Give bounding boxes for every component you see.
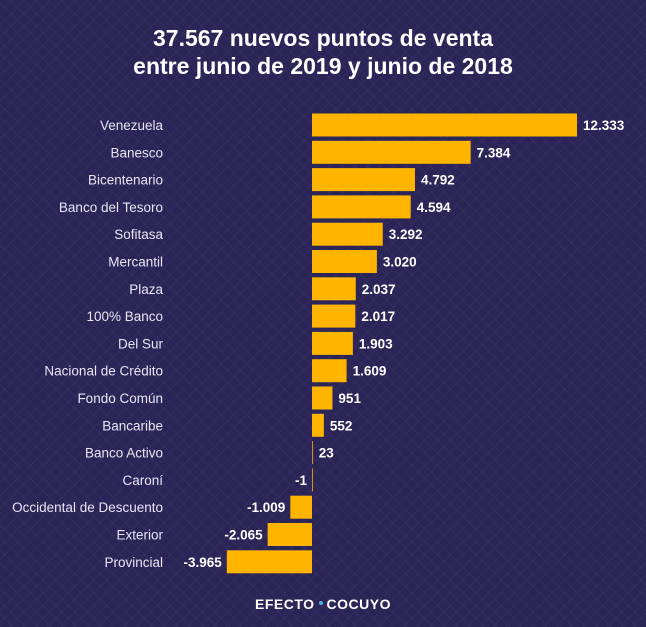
chart-title-line-1: 37.567 nuevos puntos de venta	[152, 25, 493, 51]
value-label: 7.384	[477, 145, 511, 160]
bar	[312, 250, 377, 273]
chart-title-line-2: entre junio de 2019 y junio de 2018	[133, 53, 513, 79]
bar	[312, 113, 577, 137]
bar	[312, 359, 347, 383]
value-label: -1.009	[247, 500, 285, 515]
bar	[312, 441, 313, 465]
category-labels-group: Venezuela Banesco Bicentenario Banco del Te…	[12, 118, 163, 570]
bars-group	[226, 113, 577, 574]
value-label: 12.333	[583, 118, 625, 133]
value-label: 4.792	[421, 173, 455, 188]
value-label: 951	[338, 391, 361, 406]
category-label: Sofitasa	[114, 227, 163, 242]
value-labels-group: 12.333 7.384 4.792 4.594 3.292 3.020 2.037 2.01…	[184, 118, 625, 570]
category-label: Banesco	[110, 145, 163, 160]
value-label: 23	[319, 446, 335, 461]
category-label: Occidental de Descuento	[12, 500, 163, 515]
bar-chart: Venezuela Banesco Bicentenario Banco del Te…	[12, 113, 625, 574]
category-label: Bancaribe	[102, 418, 163, 433]
value-label: -2.065	[224, 528, 263, 543]
category-label: Banco del Tesoro	[59, 200, 163, 215]
bar	[312, 304, 356, 328]
category-label: Mercantil	[108, 255, 163, 270]
value-label: 4.594	[417, 200, 451, 215]
value-label: 552	[330, 418, 353, 433]
category-label: Banco Activo	[85, 446, 163, 461]
value-label: 1.903	[359, 336, 393, 351]
category-label: Provincial	[104, 555, 163, 570]
category-label: Venezuela	[100, 118, 164, 133]
category-label: Exterior	[116, 528, 163, 543]
bar	[290, 495, 312, 519]
value-label: 2.017	[361, 309, 395, 324]
value-label: 1.609	[353, 364, 387, 379]
brand-logo-right: COCUYO	[326, 596, 391, 612]
firefly-icon	[317, 599, 325, 607]
value-label: -1	[295, 473, 307, 488]
bar	[311, 468, 313, 492]
bar	[312, 195, 411, 219]
value-label: 2.037	[362, 282, 396, 297]
bar	[312, 168, 415, 192]
category-label: Plaza	[129, 282, 163, 297]
bar	[226, 550, 312, 574]
chart-title: 37.567 nuevos puntos de venta entre juni…	[0, 24, 646, 80]
bar	[312, 222, 383, 246]
category-label: Del Sur	[118, 336, 164, 351]
value-label: -3.965	[184, 555, 223, 570]
bar	[312, 140, 471, 164]
category-label: Caroní	[122, 473, 163, 488]
bar	[312, 277, 356, 301]
brand-logo-left: EFECTO	[255, 596, 315, 612]
category-label: 100% Banco	[86, 309, 163, 324]
bar	[312, 413, 324, 437]
bar	[267, 523, 312, 546]
value-label: 3.020	[383, 255, 417, 270]
category-label: Bicentenario	[88, 173, 163, 188]
brand-logo: EFECTO COCUYO	[0, 596, 646, 612]
bar	[312, 386, 333, 410]
category-label: Nacional de Crédito	[44, 364, 163, 379]
bar	[312, 331, 353, 355]
category-label: Fondo Común	[77, 391, 163, 406]
value-label: 3.292	[389, 227, 423, 242]
